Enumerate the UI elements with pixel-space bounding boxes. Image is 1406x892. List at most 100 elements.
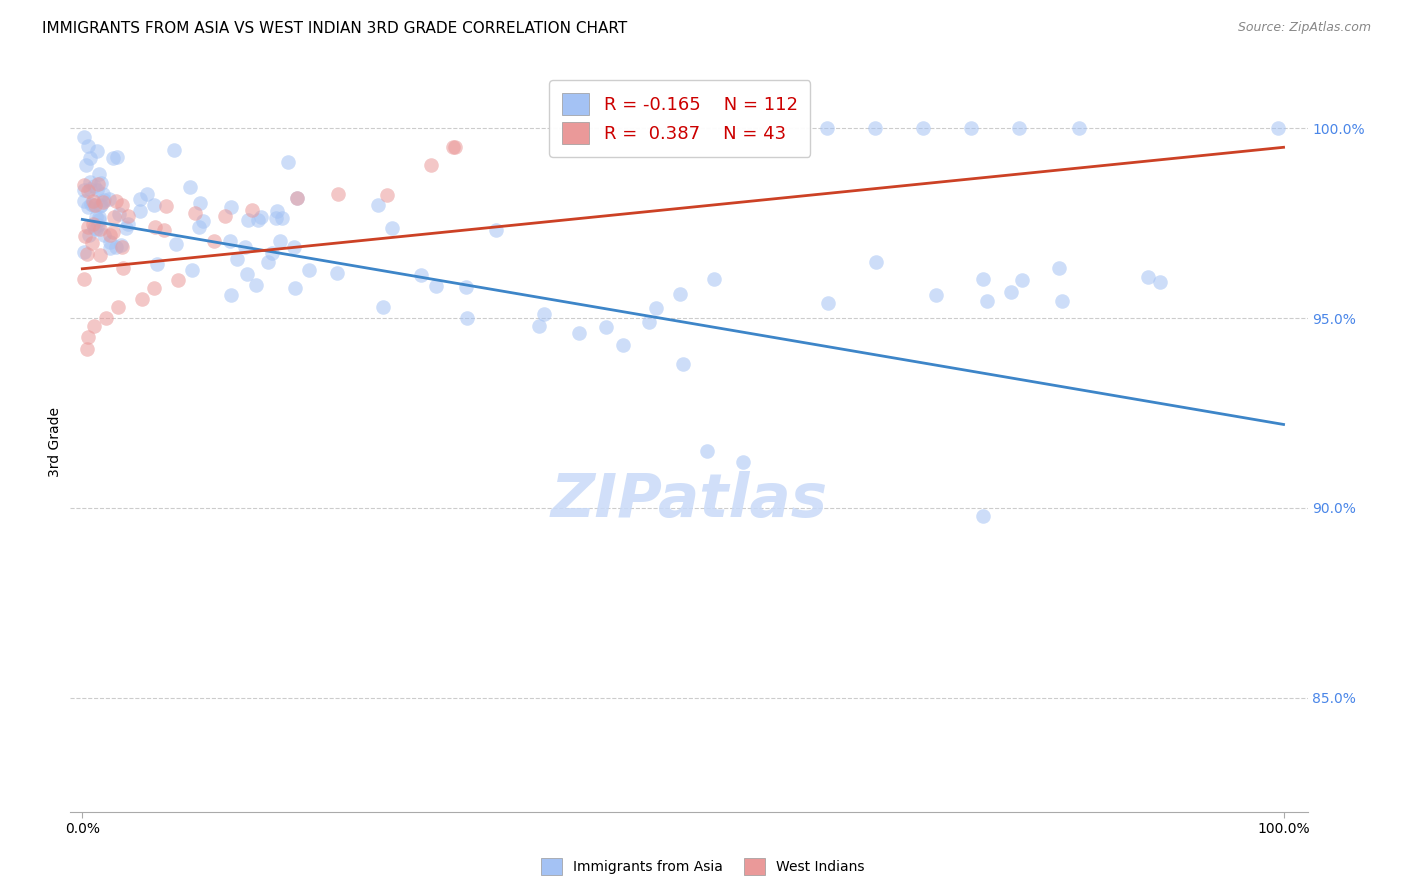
Point — [87, 213, 110, 227]
Point — [103, 151, 125, 165]
Point — [77, 330, 100, 344]
Point — [117, 217, 139, 231]
Point — [110, 237, 132, 252]
Point — [86, 183, 108, 197]
Y-axis label: 3rd Grade: 3rd Grade — [48, 407, 62, 476]
Point — [98, 241, 121, 255]
Point — [107, 207, 129, 221]
Point — [696, 444, 718, 458]
Point — [165, 236, 187, 251]
Point — [93, 193, 115, 207]
Point — [77, 219, 100, 234]
Point — [441, 140, 464, 154]
Point — [972, 508, 994, 523]
Point — [90, 177, 112, 191]
Point — [76, 185, 98, 199]
Point — [89, 199, 111, 213]
Point — [817, 295, 839, 310]
Point — [153, 223, 176, 237]
Point — [960, 121, 983, 136]
Point — [638, 315, 661, 329]
Point — [219, 200, 242, 214]
Point — [284, 281, 307, 295]
Point — [326, 266, 349, 280]
Point — [247, 213, 270, 227]
Point — [260, 245, 283, 260]
Point — [1267, 121, 1289, 136]
Point — [264, 211, 287, 225]
Point — [155, 198, 177, 212]
Point — [221, 287, 243, 301]
Point — [73, 194, 96, 209]
Point — [167, 273, 190, 287]
Point — [75, 158, 97, 172]
Point — [91, 194, 114, 209]
Legend: Immigrants from Asia, West Indians: Immigrants from Asia, West Indians — [536, 853, 870, 880]
Point — [249, 210, 271, 224]
Point — [1047, 260, 1070, 275]
Point — [328, 187, 350, 202]
Point — [115, 221, 138, 235]
Point — [84, 211, 107, 225]
Point — [76, 342, 98, 356]
Point — [79, 152, 101, 166]
Point — [380, 220, 402, 235]
Point — [202, 234, 225, 248]
Point — [73, 271, 96, 285]
Point — [1011, 273, 1033, 287]
Point — [97, 192, 120, 206]
Point — [865, 255, 887, 269]
Point — [191, 213, 214, 227]
Point — [112, 261, 135, 276]
Point — [87, 167, 110, 181]
Point — [143, 198, 166, 212]
Point — [183, 205, 205, 219]
Point — [104, 240, 127, 254]
Point — [533, 307, 555, 321]
Point — [129, 192, 152, 206]
Point — [89, 221, 111, 235]
Point — [972, 272, 994, 286]
Point — [79, 182, 101, 196]
Point — [107, 300, 129, 314]
Point — [82, 218, 104, 232]
Point — [82, 235, 104, 250]
Point — [456, 311, 478, 326]
Point — [1069, 121, 1091, 136]
Point — [188, 219, 211, 234]
Point — [143, 220, 166, 235]
Point — [146, 257, 169, 271]
Point — [188, 195, 211, 210]
Point — [1000, 285, 1022, 300]
Point — [143, 281, 166, 295]
Point — [270, 211, 292, 225]
Point — [93, 227, 115, 242]
Point — [233, 240, 256, 254]
Point — [219, 235, 242, 249]
Point — [1052, 294, 1074, 309]
Point — [91, 186, 114, 201]
Point — [375, 187, 398, 202]
Point — [485, 222, 508, 236]
Point — [98, 235, 121, 249]
Point — [90, 198, 112, 212]
Point — [80, 197, 103, 211]
Point — [77, 227, 100, 242]
Point — [976, 293, 998, 308]
Point — [89, 247, 111, 261]
Point — [131, 292, 153, 306]
Point — [83, 179, 105, 194]
Point — [101, 225, 124, 239]
Point — [87, 210, 110, 224]
Point — [135, 186, 157, 201]
Point — [82, 194, 104, 208]
Point — [238, 212, 260, 227]
Point — [103, 210, 125, 224]
Point — [425, 279, 447, 293]
Point — [75, 229, 97, 244]
Point — [245, 278, 267, 293]
Point — [163, 143, 186, 157]
Point — [76, 200, 98, 214]
Point — [644, 301, 666, 316]
Point — [79, 175, 101, 189]
